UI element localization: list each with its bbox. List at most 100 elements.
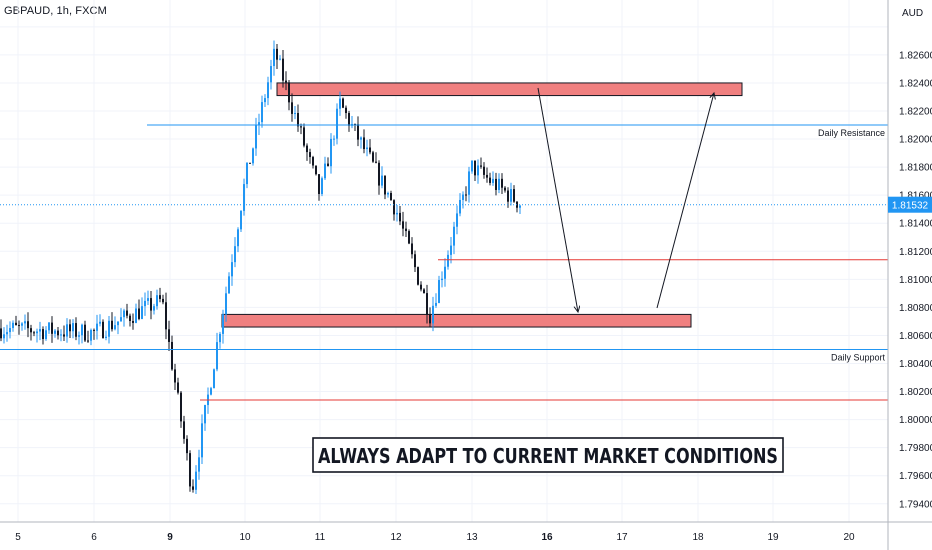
daily-support-label: Daily Support [831,352,886,362]
candle-body [201,423,203,458]
candle-body [192,486,194,490]
candle-body [393,200,395,215]
candle-body [195,471,197,490]
candle-body [330,138,332,167]
candle-body [165,302,167,330]
x-tick-label: 6 [91,532,97,543]
candle-body [297,113,299,127]
candle-body [291,102,293,114]
candle-body [384,175,386,195]
x-tick-label: 9 [167,532,173,543]
candle-body [42,329,44,340]
candle-body [174,369,176,383]
candle-body [123,310,125,318]
y-tick-label: 1.81800 [899,163,932,174]
y-tick-label: 1.81200 [899,247,932,258]
candle-body [90,329,92,341]
candle-body [9,328,11,333]
y-tick-label: 1.80600 [899,331,932,342]
candle-body [378,162,380,186]
candle-body [282,58,284,81]
y-tick-label: 1.82400 [899,78,932,89]
candle-body [327,163,329,167]
candle-body [432,305,434,324]
candle-body [441,278,443,281]
candle-body [159,295,161,299]
banner-box: ALWAYS ADAPT TO CURRENT MARKET CONDITION… [312,437,784,473]
candle-body [354,123,356,125]
candle-body [411,243,413,255]
candle-body [102,321,104,338]
candle-body [258,122,260,126]
candle-body [462,194,464,200]
candle-body [147,298,149,301]
candle-body [135,308,137,323]
x-tick-label: 10 [239,532,251,543]
candle-body [156,295,158,307]
y-tick-label: 1.82000 [899,135,932,146]
candle-body [66,324,68,337]
candle-body [510,189,512,202]
candle-body [222,314,224,334]
candle-body [450,245,452,255]
candle-body [198,457,200,472]
arrow-down [537,87,578,312]
candle-body [186,438,188,454]
candle-body [357,124,359,140]
candle-body [0,328,2,339]
candle-body [372,152,374,162]
candle-body [51,322,53,334]
candle-body [405,228,407,232]
candle-body [312,157,314,166]
candle-body [18,325,20,327]
candle-body [381,175,383,186]
candle-body [45,330,47,340]
arrow-up [656,93,714,309]
x-tick-label: 19 [767,532,779,543]
candle-body [423,289,425,294]
candle-body [348,113,350,126]
candle-body [60,334,62,336]
candle-body [132,321,134,323]
candle-body [288,82,290,103]
candle-body [270,66,272,83]
candle-body [294,113,296,115]
candle-body [369,147,371,153]
candle-body [144,300,146,307]
candle-body [105,336,107,338]
candle-body [210,388,212,395]
candle-body [468,171,470,195]
y-tick-label: 1.80800 [899,303,932,314]
candle-body [315,165,317,175]
banner-text: ALWAYS ADAPT TO CURRENT MARKET CONDITION… [318,444,778,468]
candle-body [114,325,116,330]
candle-body [6,332,8,335]
candle-body [219,333,221,343]
candle-body [78,335,80,337]
candle-body [243,184,245,211]
candle-body [150,298,152,311]
y-tick-label: 1.79400 [899,499,932,510]
candle-body [117,321,119,326]
candle-body [486,174,488,178]
candle-body [447,254,449,267]
annotation-lines: Daily Resistance Daily Support [0,124,888,401]
currency-label: AUD [902,8,923,19]
candle-body [507,190,509,202]
candle-body [21,323,23,326]
candle-body [519,205,521,208]
candle-body [111,320,113,330]
candle-body [396,212,398,215]
candle-body [300,126,302,128]
candle-body [81,324,83,336]
candle-body [234,246,236,263]
x-tick-label: 20 [843,532,855,543]
candle-body [498,178,500,190]
candle-body [240,210,242,230]
arrow-layer [537,87,714,312]
x-tick-label: 5 [15,532,21,543]
y-tick-label: 1.79800 [899,443,932,454]
x-tick-label: 11 [315,532,326,543]
candle-body [168,329,170,342]
